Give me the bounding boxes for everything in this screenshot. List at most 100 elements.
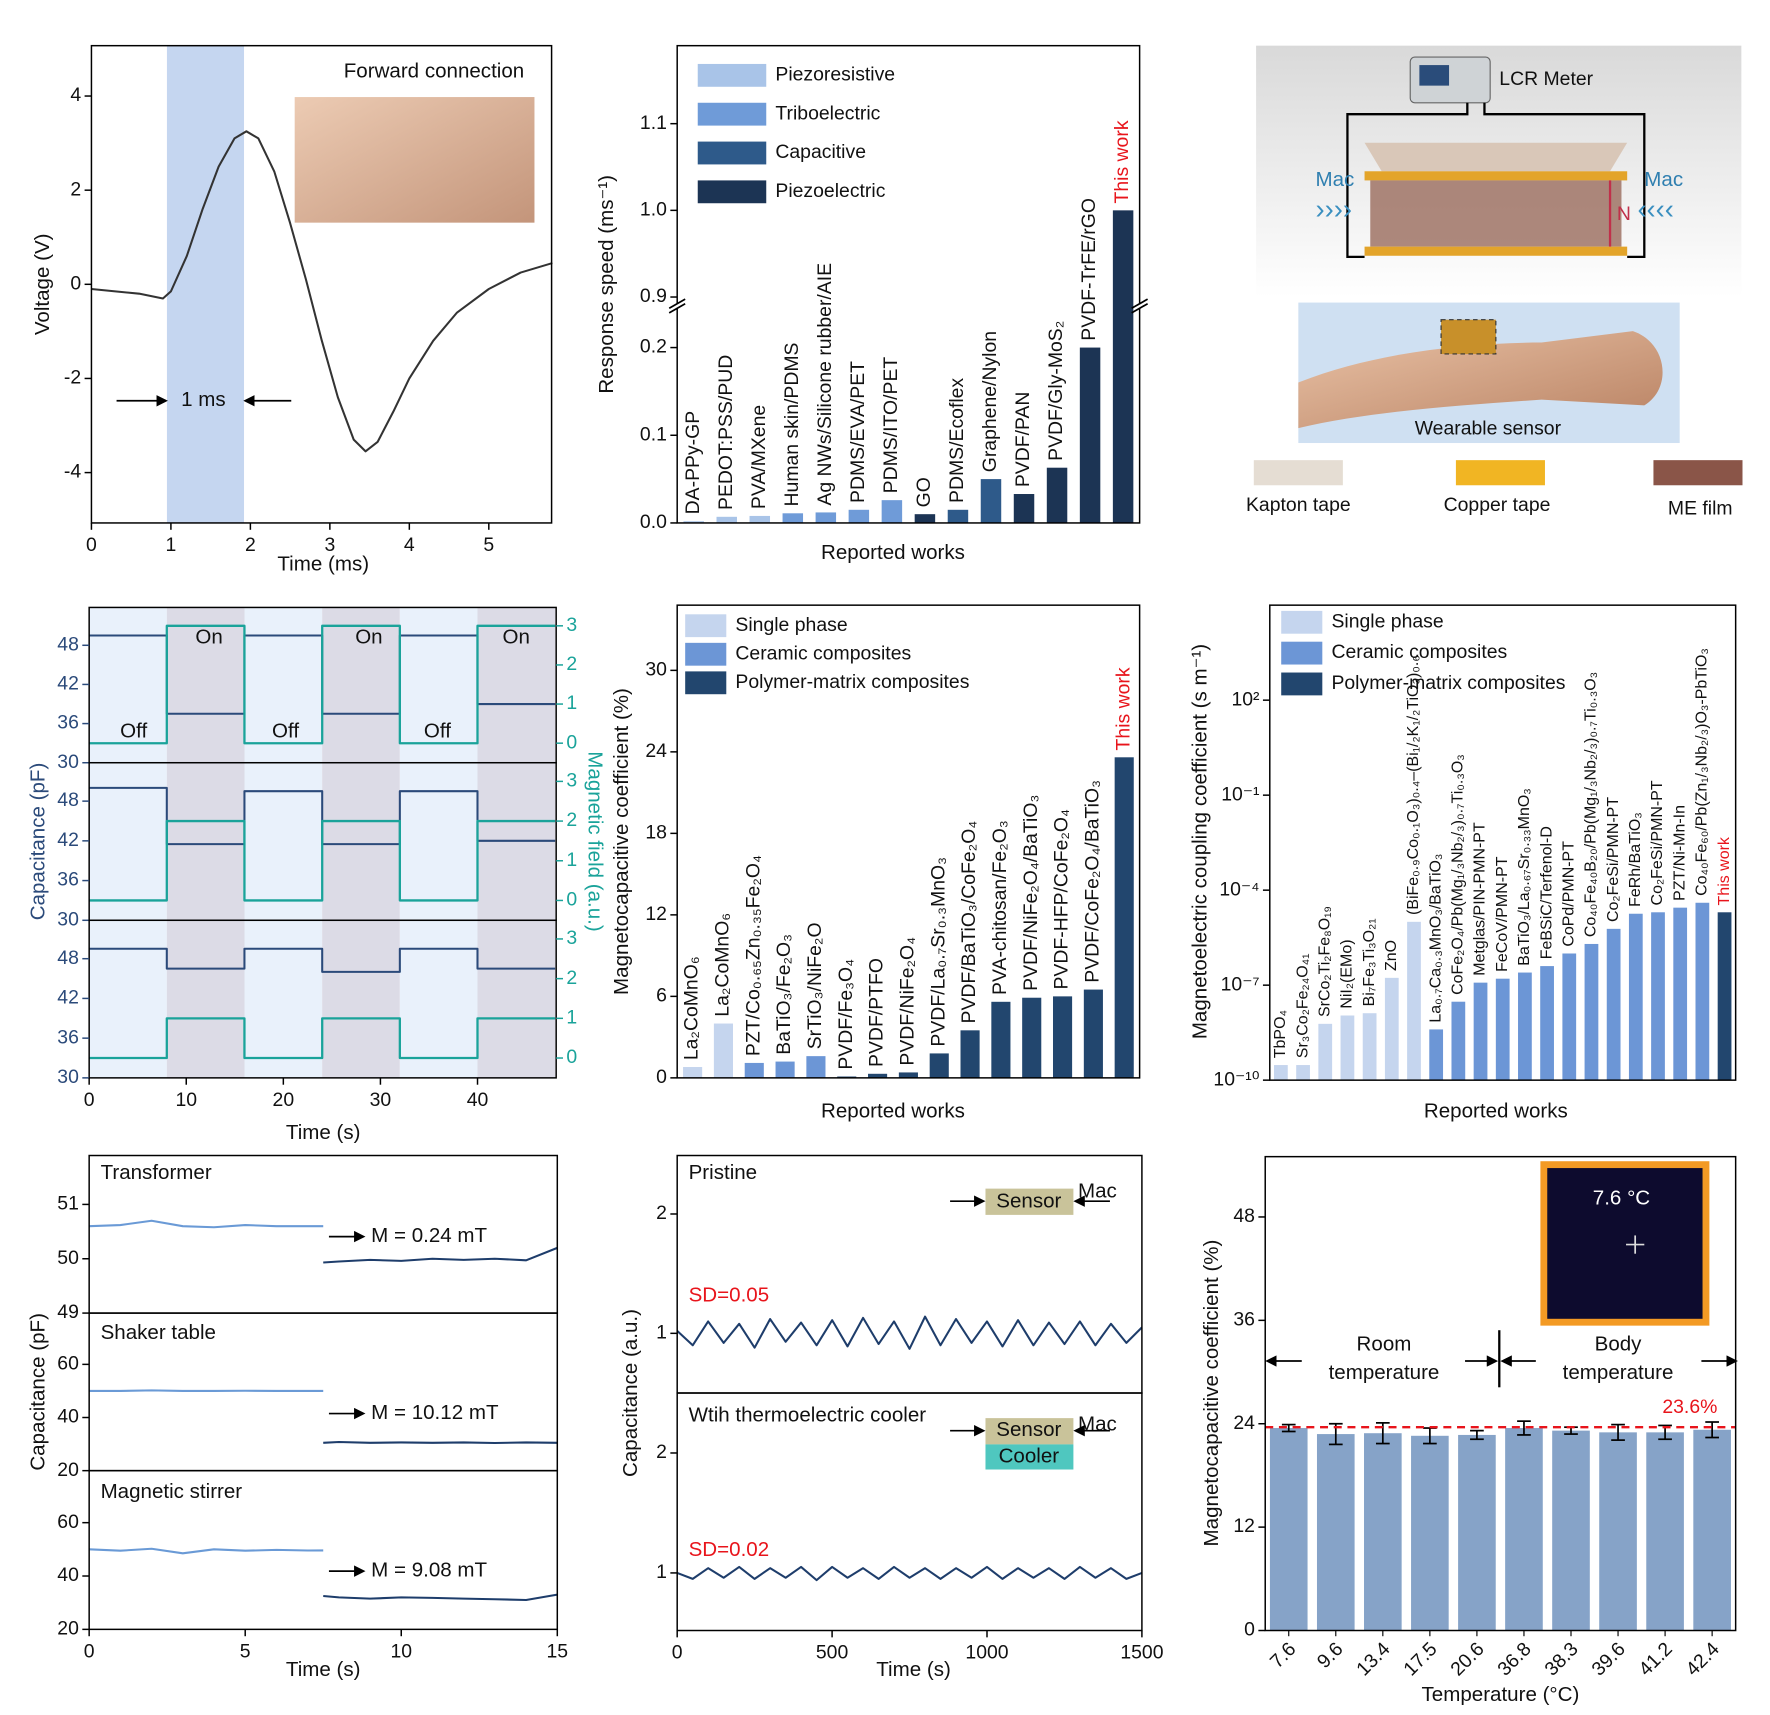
y-axis-label: Capacitance (pF) — [26, 763, 49, 921]
annotation: M = 10.12 mT — [371, 1401, 499, 1424]
legend-swatch — [697, 180, 767, 204]
y2-tick-label: 3 — [566, 614, 577, 636]
data-line — [323, 1593, 558, 1602]
annotation: Sensor — [996, 1418, 1061, 1441]
category-label: Human skin/PDMS — [781, 342, 803, 506]
y-tick-label: 1.1 — [640, 112, 667, 134]
sensor-box — [985, 1418, 1074, 1445]
y-tick-label: 30 — [645, 658, 667, 680]
swatch — [1253, 460, 1343, 486]
y-axis-label: Voltage (V) — [31, 233, 54, 335]
y-tick-label: 48 — [57, 633, 79, 655]
bar — [775, 1061, 795, 1078]
bar — [1274, 1065, 1288, 1081]
y-tick-label: 60 — [57, 1511, 79, 1533]
bar — [744, 1062, 764, 1078]
panel-title: Transformer — [101, 1161, 212, 1184]
bar — [782, 513, 804, 523]
bar — [683, 1067, 703, 1078]
sensor-on-arm — [1440, 319, 1497, 355]
bar — [1083, 989, 1103, 1078]
copper-layer — [1364, 171, 1628, 181]
axis-break-gap — [1136, 303, 1144, 309]
y-tick-label: 20 — [57, 1459, 79, 1481]
category-label: PVDF/La₀.₇Sr₀.₃MnO₃ — [927, 857, 949, 1047]
x-axis-label: Time (ms) — [277, 553, 369, 576]
y-tick-label: 1 — [656, 1561, 667, 1583]
panel-title: Pristine — [689, 1161, 758, 1184]
y2-tick-label: 2 — [566, 653, 577, 675]
panel-title: Wtih thermoelectric cooler — [689, 1403, 927, 1426]
bar — [1079, 347, 1101, 523]
category-label: This work — [1112, 667, 1134, 750]
x-tick-label: 42.4 — [1682, 1638, 1724, 1680]
bar — [713, 1023, 733, 1078]
chevrons: ‹‹‹‹ — [1637, 193, 1674, 224]
data-line — [89, 624, 556, 745]
y-tick-label: 42 — [57, 829, 79, 851]
category-label: PVDF/PAN — [1012, 392, 1034, 488]
data-line — [89, 1219, 324, 1229]
y-tick-label: 10⁻¹ — [1221, 783, 1260, 805]
bar — [1562, 953, 1577, 1081]
y-axis-label: Response speed (ms⁻¹) — [595, 175, 618, 394]
bar — [683, 521, 704, 523]
category-label: PDMS/EVA/PET — [847, 361, 869, 503]
axis-break-gap — [673, 303, 681, 309]
category-label: Bi₇Fe₃Ti₃O₂₁ — [1361, 918, 1378, 1006]
category-label: PDMS/Ecoflex — [946, 378, 968, 503]
bar — [868, 1073, 888, 1078]
y-tick-label: 48 — [57, 789, 79, 811]
y-tick-label: 10⁻⁷ — [1221, 973, 1260, 995]
bar — [1407, 921, 1421, 1081]
bar — [1584, 943, 1599, 1081]
bar — [1296, 1065, 1310, 1081]
y2-tick-label: 0 — [566, 889, 577, 911]
x-tick-label: 1000 — [965, 1641, 1008, 1663]
annotation: 1 ms — [181, 388, 226, 411]
y-tick-label: 36 — [57, 869, 79, 891]
y-tick-label: 40 — [57, 1406, 79, 1428]
legend-label: Ceramic composites — [735, 642, 911, 664]
annotation: SD=0.05 — [689, 1283, 770, 1306]
sensor-box — [985, 1188, 1074, 1215]
x-tick-label: 5 — [240, 1640, 251, 1662]
legend-label: Capacitive — [775, 141, 866, 163]
x-tick-label: 41.2 — [1635, 1638, 1677, 1680]
bar — [1599, 1432, 1637, 1631]
decoration — [668, 302, 686, 314]
state-shading — [166, 607, 245, 763]
plot-frame — [88, 1469, 559, 1631]
bar — [1013, 494, 1035, 523]
y-tick-label: 42 — [57, 987, 79, 1009]
y-axis-label: Magnetocapacitive coefficient (%) — [610, 688, 633, 995]
chevrons: ›››› — [1315, 193, 1352, 224]
x-axis-label: Temperature (°C) — [1422, 1683, 1580, 1706]
bar — [1364, 1433, 1402, 1631]
field-label: Mac — [1315, 168, 1354, 191]
bar — [991, 1001, 1011, 1078]
category-label: FeBSiC/Terfenol-D — [1538, 826, 1555, 959]
category-label: Sr₃Co₂Fe₂₄O₄₁ — [1294, 953, 1311, 1058]
legend-label: Polymer-matrix composites — [735, 671, 969, 693]
bar — [914, 514, 936, 523]
state-shading — [399, 607, 478, 763]
x-tick-label: 5 — [483, 534, 494, 556]
legend-swatch — [1281, 610, 1323, 634]
data-line — [89, 1017, 556, 1060]
y-tick-label: 12 — [645, 903, 667, 925]
state-shading — [399, 762, 478, 921]
arm — [1298, 331, 1663, 429]
y-tick-label: 51 — [57, 1193, 79, 1215]
x-tick-label: 20 — [273, 1089, 295, 1111]
bar — [1518, 972, 1532, 1081]
bar — [1411, 1435, 1449, 1631]
state-shading — [166, 762, 245, 921]
bar — [929, 1053, 949, 1078]
swatch — [1653, 460, 1743, 486]
legend-swatch — [697, 63, 767, 87]
category-label: PVDF/NiFe₂O₄/BaTiO₃ — [1020, 795, 1042, 991]
y2-tick-label: 1 — [566, 692, 577, 714]
bar — [1429, 1029, 1444, 1081]
legend-label: Copper tape — [1444, 494, 1551, 516]
